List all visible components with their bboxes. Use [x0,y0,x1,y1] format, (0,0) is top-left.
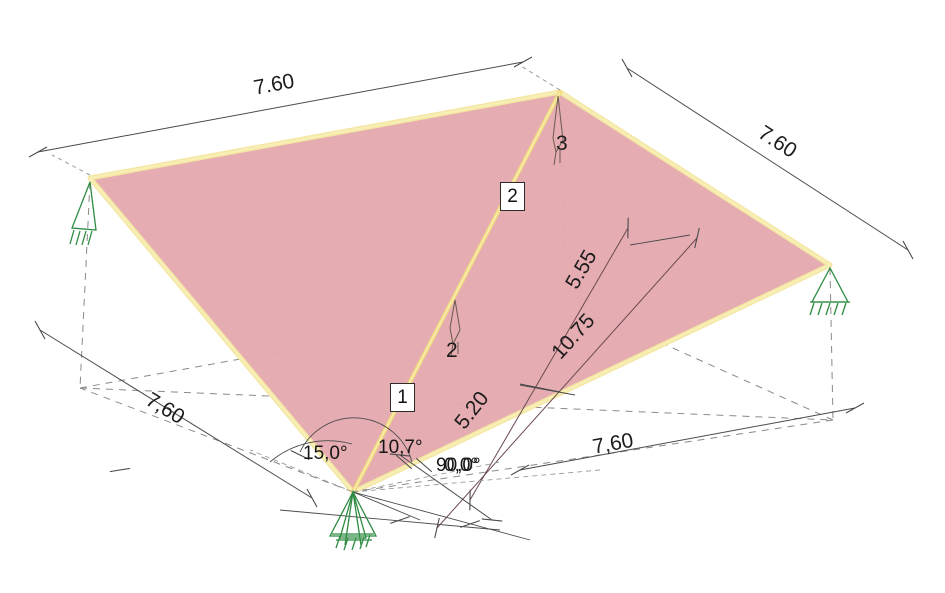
dimension-top-left-edge [28,56,561,176]
dimension-top-right-edge [621,58,914,260]
angle-label-right-b: 0,0° [444,455,479,476]
dimension-bottom-right-edge [510,402,865,476]
inclined-surface[interactable] [87,89,833,495]
support-bottom-icon[interactable] [328,489,378,551]
dimension-diagonal-5-55 [460,217,638,511]
angle-arcs [109,417,601,493]
angle-label-right-a: 90,0° [436,455,481,476]
dimension-diagonal-5-20 [389,445,503,530]
leader-lines [279,234,691,541]
node-marker-3 [552,95,564,166]
node-marker-2 [449,299,461,357]
angle-label-left: 15,0° [303,443,348,464]
support-right-icon[interactable] [809,266,850,316]
angle-label-mid: 10,7° [378,437,423,458]
member-label-1[interactable]: 1 [390,383,415,412]
support-left-icon[interactable] [69,181,97,246]
node-label-2: 2 [446,339,458,362]
surface-edge-highlight [88,90,832,494]
dimension-bottom-left-edge [34,320,318,508]
node-label-3: 3 [556,132,568,155]
member-label-2[interactable]: 2 [500,182,525,211]
member-diagonal-core [352,91,561,493]
